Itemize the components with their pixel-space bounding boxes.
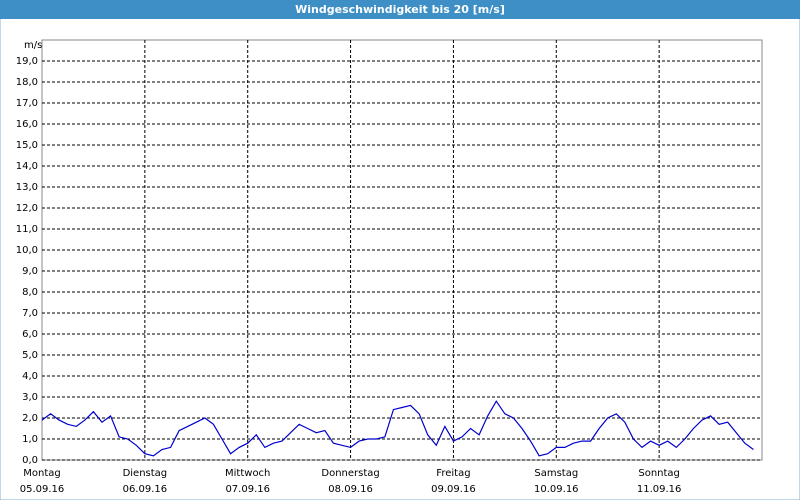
y-tick-label: 1,0	[22, 434, 38, 445]
x-tick-date: 10.09.16	[534, 484, 579, 495]
x-tick-label: Samstag	[534, 468, 578, 479]
y-tick-label: 5,0	[22, 350, 38, 361]
y-tick-label: 4,0	[22, 371, 38, 382]
x-tick-date: 11.09.16	[637, 484, 682, 495]
x-tick-date: 06.09.16	[123, 484, 168, 495]
y-tick-label: 14,0	[16, 161, 38, 172]
y-tick-label: 10,0	[16, 245, 38, 256]
x-tick-label: Donnerstag	[321, 468, 379, 479]
line-series	[41, 400, 754, 457]
y-tick-label: 6,0	[22, 329, 38, 340]
x-tick-label: Freitag	[436, 468, 470, 479]
y-tick-label: 7,0	[22, 308, 38, 319]
y-tick-label: 2,0	[22, 413, 38, 424]
y-tick-label: 15,0	[16, 140, 38, 151]
x-tick-label: Mittwoch	[225, 468, 270, 479]
x-tick-date: 09.09.16	[431, 484, 476, 495]
y-tick-label: 3,0	[22, 392, 38, 403]
y-axis-label: m/s	[24, 40, 42, 51]
x-tick-label: Montag	[23, 468, 60, 479]
chart-title: Windgeschwindigkeit bis 20 [m/s]	[295, 3, 505, 16]
title-bar	[0, 0, 800, 19]
x-tick-label: Dienstag	[123, 468, 168, 479]
y-tick-label: 17,0	[16, 98, 38, 109]
y-tick-label: 18,0	[16, 77, 38, 88]
x-tick-date: 08.09.16	[328, 484, 373, 495]
y-tick-label: 13,0	[16, 182, 38, 193]
y-tick-label: 12,0	[16, 203, 38, 214]
y-tick-label: 11,0	[16, 224, 38, 235]
y-tick-label: 8,0	[22, 287, 38, 298]
x-tick-date: 07.09.16	[225, 484, 270, 495]
x-tick-date: 05.09.16	[20, 484, 65, 495]
y-tick-label: 19,0	[16, 56, 38, 67]
y-tick-label: 9,0	[22, 266, 38, 277]
y-tick-label: 0,0	[22, 455, 38, 466]
x-tick-label: Sonntag	[638, 468, 680, 479]
y-tick-label: 16,0	[16, 119, 38, 130]
